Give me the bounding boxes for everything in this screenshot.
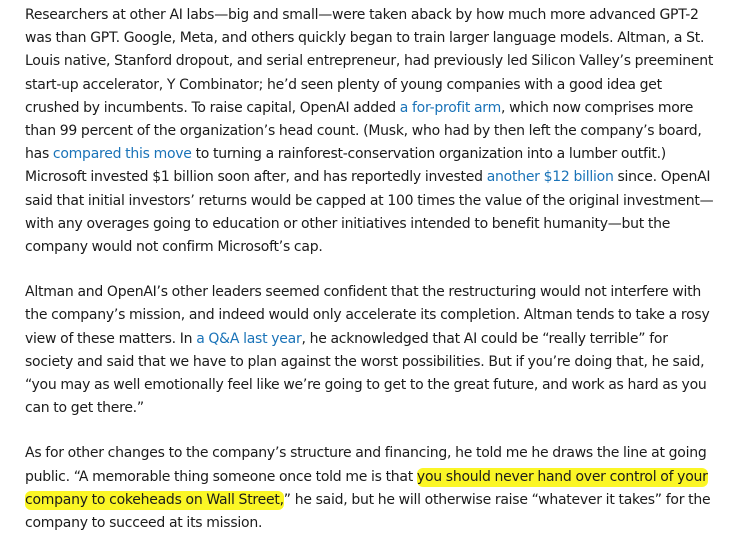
paragraph-3: As for other changes to the company’s st… (25, 442, 717, 535)
paragraph-1: Researchers at other AI labs—big and sma… (25, 4, 717, 259)
article-body: Researchers at other AI labs—big and sma… (25, 4, 717, 557)
compared-this-move-link[interactable]: compared this move (52, 146, 192, 163)
text-segment: ” he said, but he will otherwise raise “… (25, 491, 711, 532)
paragraph-2: Altman and OpenAI’s other leaders seemed… (25, 281, 717, 420)
text-segment: , which now comprises more than 99 perce… (25, 99, 702, 163)
another-12-billion-link[interactable]: another $12 billion (486, 169, 614, 186)
text-segment: Altman and OpenAI’s other leaders seemed… (25, 284, 710, 347)
text-segment: , he acknowledged that AI could be “real… (25, 330, 707, 417)
text-segment: since. OpenAI said that initial investor… (25, 169, 714, 256)
text-segment: to turning a rainforest-conservation org… (25, 146, 667, 186)
text-segment: Researchers at other AI labs—big and sma… (25, 7, 714, 116)
for-profit-arm-link[interactable]: a for-profit arm (399, 99, 501, 116)
text-segment: As for other changes to the company’s st… (25, 445, 707, 485)
qa-last-year-link[interactable]: a Q&A last year (196, 330, 302, 347)
